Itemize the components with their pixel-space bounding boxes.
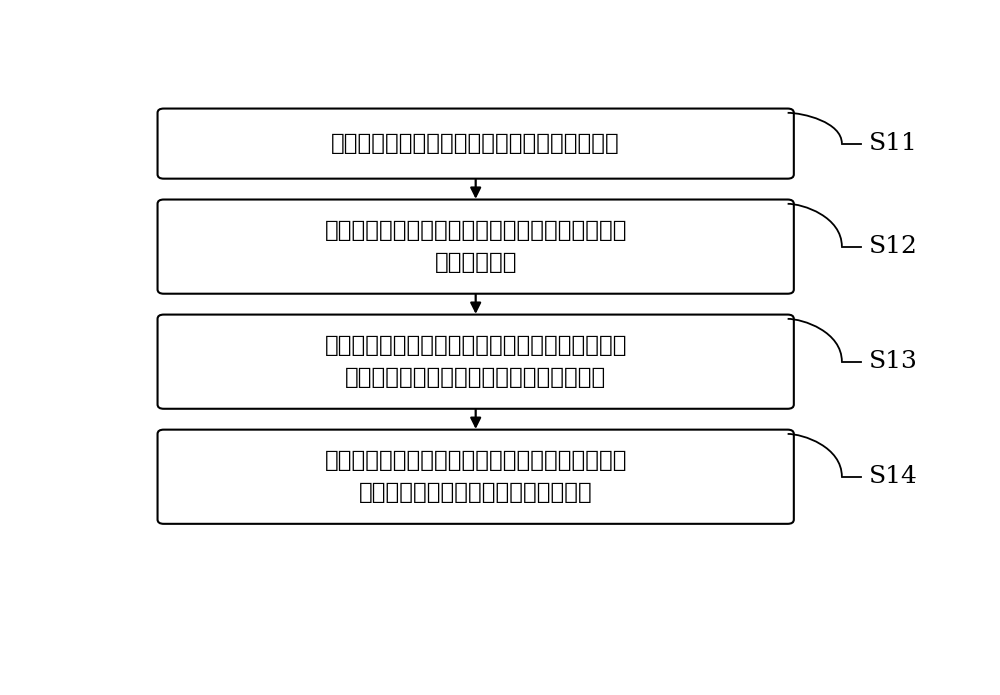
Text: S11: S11 (869, 132, 918, 155)
Text: 将各区域的服务对象的数量和定价因子输入至调节
函数，计算各区域接受定价的服务对象数量: 将各区域的服务对象的数量和定价因子输入至调节 函数，计算各区域接受定价的服务对象… (324, 334, 627, 389)
Text: 将各区域剩余的服务方输入至已学习的网络流调度
模型，输出对服务方的调度策略并执行: 将各区域剩余的服务方输入至已学习的网络流调度 模型，输出对服务方的调度策略并执行 (324, 449, 627, 505)
Text: S14: S14 (869, 465, 918, 488)
FancyBboxPatch shape (158, 315, 794, 409)
FancyBboxPatch shape (158, 430, 794, 524)
Text: 将供需信息输入至已训练神经网络中，输出每个区
域的定价因子: 将供需信息输入至已训练神经网络中，输出每个区 域的定价因子 (324, 219, 627, 274)
FancyBboxPatch shape (158, 199, 794, 294)
FancyBboxPatch shape (158, 108, 794, 179)
Text: S12: S12 (869, 235, 918, 258)
Text: 获取实时待调度区域内的服务方和服务对象数量: 获取实时待调度区域内的服务方和服务对象数量 (331, 132, 620, 155)
Text: S13: S13 (869, 350, 918, 373)
